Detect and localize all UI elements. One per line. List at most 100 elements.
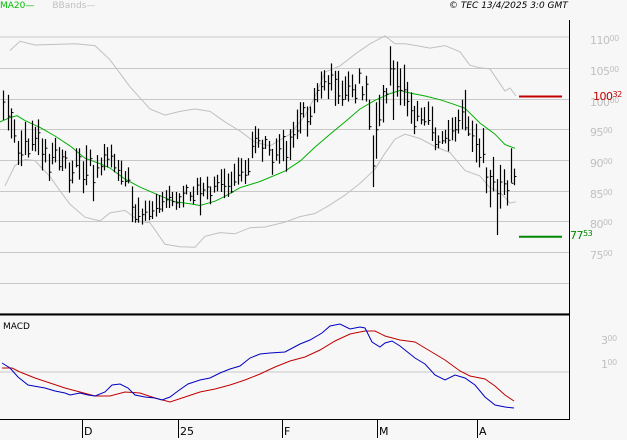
ohlc-bar — [89, 149, 93, 167]
ohlc-bar — [271, 148, 275, 175]
ohlc-bar — [437, 135, 441, 149]
ohlc-bar — [323, 70, 327, 91]
ohlc-bar — [413, 105, 417, 135]
x-axis-ticks — [82, 420, 478, 438]
ohlc-bar — [161, 191, 165, 212]
ohlc-bar — [96, 155, 100, 178]
ohlc-bar — [227, 173, 231, 197]
ohlc-bar — [434, 127, 438, 151]
ohlc-bar — [51, 142, 55, 165]
ohlc-bar — [148, 200, 152, 221]
bollinger-bands — [4, 35, 517, 248]
ohlc-bar — [17, 140, 21, 165]
legend-ma20: MA20— — [0, 1, 35, 11]
ohlc-bar — [155, 193, 159, 217]
resistance-label: 10032 — [593, 90, 622, 103]
ohlc-bar — [64, 150, 68, 169]
ohlc-bar — [496, 179, 500, 236]
ohlc-bar — [457, 109, 461, 134]
ohlc-bar — [48, 153, 52, 181]
ohlc-bar — [482, 128, 486, 164]
macd-axis-label: 300 — [601, 334, 617, 347]
ohlc-bar — [37, 119, 41, 156]
ohlc-bar — [365, 75, 369, 102]
ma20-line — [0, 89, 516, 207]
ohlc-bar — [389, 46, 393, 86]
ohlc-bar — [410, 92, 414, 124]
macd-lines — [1, 323, 515, 409]
ohlc-bar — [513, 168, 517, 186]
ma20-polyline — [0, 89, 516, 207]
ohlc-bar — [168, 185, 172, 208]
ohlc-bar — [406, 81, 410, 117]
ohlc-bar — [24, 121, 28, 156]
ohlc-bar — [127, 167, 131, 184]
ohlc-bar — [392, 60, 396, 121]
ohlc-bar — [503, 169, 507, 196]
ohlc-bar — [278, 134, 282, 164]
ohlc-bar — [134, 204, 138, 223]
ohlc-bar — [117, 160, 121, 181]
ohlc-bar — [103, 144, 107, 171]
ohlc-bar — [427, 101, 431, 125]
ohlc-bar — [34, 126, 38, 152]
ohlc-bar — [420, 107, 424, 125]
ohlc-bar — [202, 182, 206, 197]
ohlc-bar — [257, 128, 261, 148]
ohlc-bar — [106, 147, 110, 168]
ohlc-bar — [171, 191, 175, 207]
ohlc-bar — [316, 83, 320, 103]
legend-bbands: BBands— — [52, 1, 96, 11]
price-gridlines — [0, 68, 569, 314]
ohlc-bar — [416, 100, 420, 122]
ohlc-bar — [441, 131, 445, 145]
ohlc-bar — [451, 117, 455, 141]
ohlc-bar — [396, 61, 400, 97]
ohlc-bar — [113, 153, 117, 173]
ohlc-bar — [461, 99, 465, 130]
ohlc-bar — [264, 136, 268, 149]
ohlc-bar — [337, 70, 341, 105]
price-axis-label: 8500 — [590, 188, 613, 201]
ohlc-bar — [351, 74, 355, 98]
copyright-timestamp: © TEC 13/4/2025 3:0 GMT — [449, 1, 568, 11]
ohlc-bar — [85, 145, 89, 186]
ohlc-bar — [347, 71, 351, 102]
ohlc-bar — [454, 116, 458, 142]
macd-axis-label: 100 — [601, 358, 617, 371]
ohlc-bar — [110, 144, 114, 168]
ohlc-bar — [299, 102, 303, 134]
ohlc-bar — [399, 68, 403, 106]
ohlc-bar — [61, 149, 65, 172]
ohlc-bar — [403, 64, 407, 106]
ohlc-bar — [499, 164, 503, 209]
ohlc-bar — [471, 120, 475, 153]
ohlc-bar — [92, 164, 96, 202]
ohlc-bar — [44, 139, 48, 163]
ohlc-bar — [151, 201, 155, 220]
support-resistance-lines — [519, 95, 562, 238]
ohlc-bar — [31, 120, 35, 151]
ohlc-bar — [196, 177, 200, 196]
x-axis-label: 25 — [180, 425, 194, 438]
ohlc-bar — [282, 129, 286, 162]
ohlc-bar — [230, 171, 234, 194]
price-axis-label: 7500 — [590, 249, 613, 262]
ohlc-bar — [178, 193, 182, 208]
ohlc-bar — [341, 80, 345, 106]
ohlc-bar — [292, 121, 296, 148]
ohlc-bar — [244, 160, 248, 184]
ohlc-bar — [209, 186, 213, 205]
ohlc-bar — [216, 174, 220, 192]
ohlc-bar — [68, 162, 72, 193]
ohlc-bar — [144, 200, 148, 221]
ohlc-bar — [467, 116, 471, 137]
ohlc-bar — [58, 147, 62, 171]
ohlc-bar — [309, 106, 313, 125]
ohlc-bar — [182, 185, 186, 208]
legend: MA20— BBands— — [0, 0, 95, 12]
ohlc-bar — [327, 75, 331, 100]
ohlc-bar — [385, 88, 389, 104]
bb-lower-line — [4, 133, 517, 248]
